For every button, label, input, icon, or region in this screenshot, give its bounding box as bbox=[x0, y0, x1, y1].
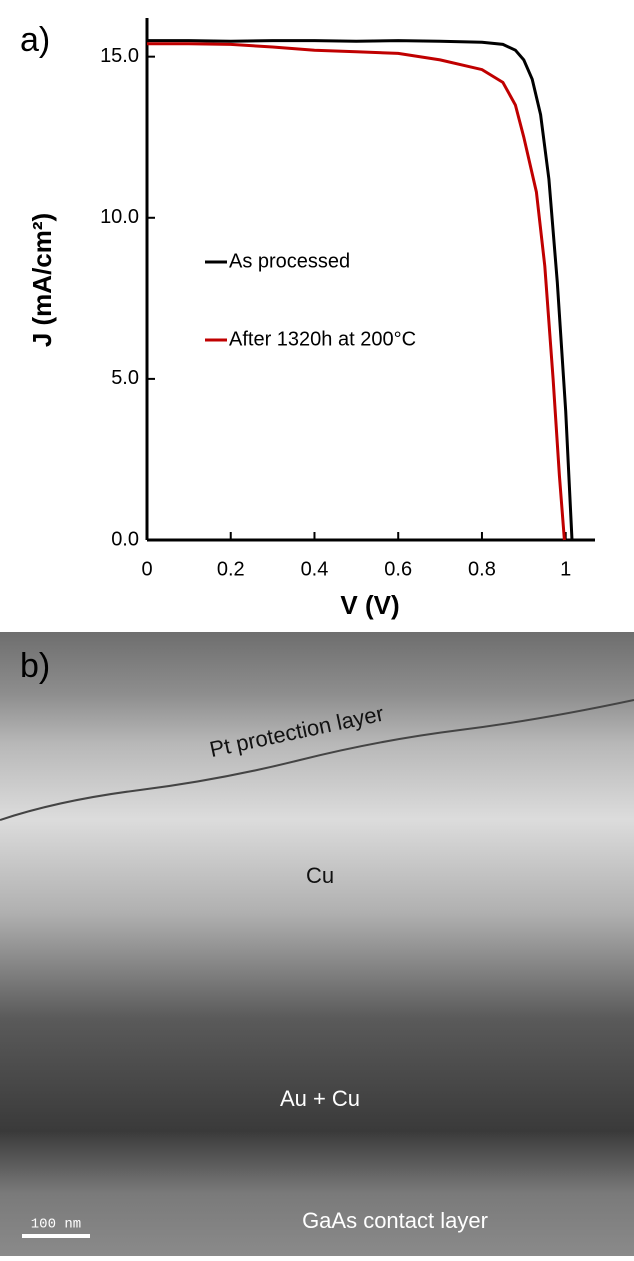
x-tick-label: 0 bbox=[141, 558, 152, 580]
scale-bar-label: 100 nm bbox=[31, 1217, 81, 1233]
x-axis-label: V (V) bbox=[340, 590, 399, 620]
legend-label: After 1320h at 200°C bbox=[229, 328, 416, 350]
x-tick-label: 1 bbox=[560, 558, 571, 580]
layer-label: Au + Cu bbox=[280, 1086, 360, 1111]
series-line bbox=[147, 41, 572, 540]
page: {"chart_data": {"type": "line", "panel_l… bbox=[0, 0, 634, 1261]
legend-label: As processed bbox=[229, 250, 350, 272]
y-tick-label: 0.0 bbox=[111, 528, 139, 550]
layer-label: Cu bbox=[306, 863, 334, 888]
y-tick-label: 10.0 bbox=[100, 206, 139, 228]
x-tick-label: 0.8 bbox=[468, 558, 496, 580]
series-line bbox=[147, 44, 564, 540]
figure: a) V (V) J (mA/cm²) b) Pt protection lay… bbox=[0, 0, 634, 1256]
panel-label: b) bbox=[20, 647, 50, 685]
x-tick-label: 0.4 bbox=[301, 558, 329, 580]
layer-label: GaAs contact layer bbox=[302, 1208, 488, 1233]
y-tick-label: 15.0 bbox=[100, 45, 139, 67]
y-axis-label: J (mA/cm²) bbox=[27, 213, 57, 347]
panel-label: a) bbox=[20, 21, 50, 59]
x-tick-label: 0.6 bbox=[384, 558, 412, 580]
y-tick-label: 5.0 bbox=[111, 367, 139, 389]
x-tick-label: 0.2 bbox=[217, 558, 245, 580]
